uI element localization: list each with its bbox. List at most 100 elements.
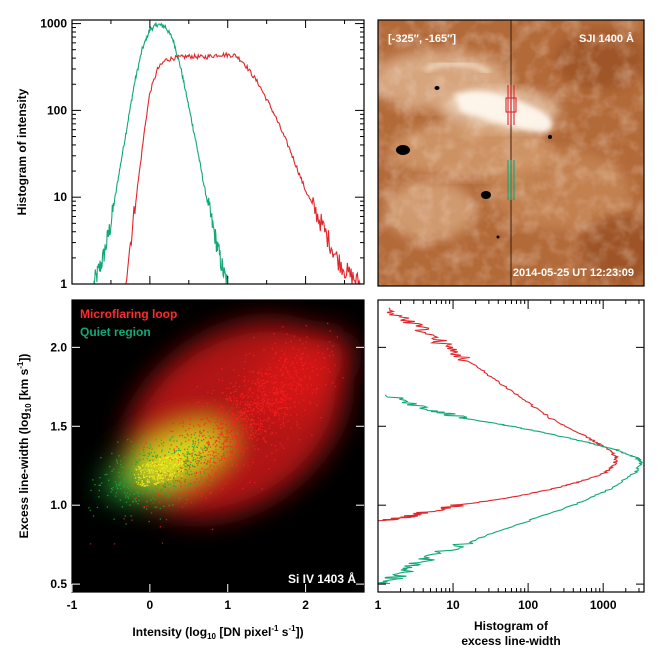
scatter-point-quiet bbox=[158, 463, 160, 466]
scatter-point-loop bbox=[187, 403, 189, 405]
scatter-point-loop bbox=[213, 462, 215, 464]
scatter-point-loop bbox=[190, 501, 192, 504]
scatter-point-loop bbox=[113, 543, 116, 545]
scatter-point-loop bbox=[221, 457, 223, 459]
scatter-point-loop bbox=[232, 421, 234, 423]
scatter-point-loop bbox=[200, 462, 202, 464]
scatter-point-loop bbox=[196, 488, 198, 490]
scatter-point-quiet bbox=[139, 468, 141, 470]
scatter-point-loop bbox=[236, 402, 238, 405]
scatter-point-loop bbox=[210, 457, 212, 459]
scatter-point-loop bbox=[285, 403, 287, 405]
scatter-point-loop bbox=[268, 418, 271, 420]
scatter-point-loop bbox=[266, 395, 268, 397]
scatter-point-quiet bbox=[206, 463, 208, 465]
scatter-point-loop bbox=[276, 394, 278, 396]
scatter-point-quiet bbox=[110, 491, 112, 493]
scatter-point-quiet bbox=[155, 470, 157, 473]
scatter-point-loop bbox=[241, 419, 243, 421]
scatter-point-loop bbox=[226, 414, 229, 416]
scatter-point-loop bbox=[282, 366, 284, 369]
scatter-point-loop bbox=[289, 387, 291, 389]
scatter-point-loop bbox=[297, 423, 299, 425]
scatter-point-loop bbox=[180, 477, 183, 479]
scatter-point-loop bbox=[230, 398, 232, 400]
scatter-point-quiet bbox=[158, 461, 160, 463]
scatter-point-quiet bbox=[124, 492, 126, 494]
scatter-point-loop bbox=[321, 352, 324, 354]
scatter-point-quiet bbox=[155, 485, 157, 488]
scatter-point-loop bbox=[242, 413, 244, 415]
scatter-point-quiet bbox=[146, 463, 148, 466]
scatter-point-quiet bbox=[220, 435, 222, 437]
scatter-point-quiet bbox=[160, 469, 162, 471]
scatter-point-loop bbox=[332, 345, 334, 347]
scatter-point-loop bbox=[189, 423, 191, 425]
scatter-point-loop bbox=[284, 399, 286, 402]
scatter-point-loop bbox=[252, 371, 254, 373]
scatter-point-loop bbox=[251, 404, 253, 406]
scatter-point-loop bbox=[226, 398, 228, 400]
scatter-point-loop bbox=[280, 357, 282, 359]
scatter-point-quiet bbox=[147, 489, 150, 491]
scatter-point-loop bbox=[226, 412, 229, 415]
scatter-point-loop bbox=[262, 398, 264, 400]
scatter-point-loop bbox=[222, 466, 225, 468]
scatter-point-loop bbox=[232, 395, 235, 398]
scatter-point-quiet bbox=[127, 471, 129, 473]
scatter-point-loop bbox=[244, 412, 247, 414]
scatter-point-loop bbox=[248, 406, 250, 409]
scatter-point-quiet bbox=[154, 466, 156, 468]
scatter-point-quiet bbox=[191, 473, 193, 475]
scatter-ylabel: Excess line-width (log10 [km s-1]) bbox=[16, 354, 33, 539]
scatter-point-quiet bbox=[124, 515, 126, 517]
scatter-point-quiet bbox=[167, 483, 169, 486]
scatter-point-quiet bbox=[150, 469, 153, 471]
scatter-point-loop bbox=[189, 482, 192, 485]
scatter-point-loop bbox=[271, 431, 273, 433]
scatter-point-loop bbox=[188, 492, 190, 494]
scatter-point-loop bbox=[217, 437, 220, 439]
scatter-point-loop bbox=[191, 454, 193, 456]
scatter-point-quiet bbox=[161, 488, 163, 490]
scatter-point-loop bbox=[257, 438, 259, 440]
scatter-point-loop bbox=[284, 390, 286, 392]
scatter-point-loop bbox=[252, 408, 254, 411]
scatter-point-loop bbox=[177, 493, 179, 495]
scatter-point-loop bbox=[257, 390, 259, 392]
scatter-point-loop bbox=[243, 380, 245, 382]
scatter-point-loop bbox=[259, 425, 261, 427]
scatter-point-quiet bbox=[156, 454, 158, 456]
scatter-point-loop bbox=[334, 364, 336, 366]
scatter-point-quiet bbox=[192, 457, 194, 459]
scatter-point-loop bbox=[211, 528, 214, 531]
scatter-point-loop bbox=[317, 345, 319, 347]
scatter-point-loop bbox=[248, 352, 251, 355]
linewidth-series-loop bbox=[378, 307, 620, 522]
scatter-point-loop bbox=[223, 453, 225, 455]
scatter-point-loop bbox=[242, 487, 244, 490]
scatter-point-loop bbox=[230, 391, 232, 394]
scatter-point-loop bbox=[302, 343, 304, 345]
scatter-point-loop bbox=[233, 400, 235, 402]
scatter-point-loop bbox=[245, 400, 247, 403]
scatter-point-quiet bbox=[186, 451, 188, 453]
scatter-point-loop bbox=[294, 401, 296, 403]
scatter-point-loop bbox=[208, 444, 211, 446]
scatter-point-loop bbox=[196, 492, 198, 494]
scatter-point-loop bbox=[276, 367, 278, 369]
scatter-point-loop bbox=[158, 471, 160, 473]
scatter-point-quiet bbox=[200, 479, 202, 481]
scatter-point-quiet bbox=[166, 472, 168, 475]
legend-quiet-region: Quiet region bbox=[80, 325, 151, 339]
scatter-point-quiet bbox=[131, 476, 134, 479]
scatter-point-quiet bbox=[149, 472, 151, 474]
scatter-point-loop bbox=[282, 385, 285, 387]
scatter-point-loop bbox=[311, 434, 313, 436]
scatter-point-loop bbox=[273, 392, 276, 394]
scatter-point-quiet bbox=[132, 451, 134, 453]
scatter-point-loop bbox=[255, 423, 258, 425]
scatter-point-loop bbox=[261, 385, 263, 387]
scatter-point-quiet bbox=[150, 460, 152, 462]
scatter-point-quiet bbox=[185, 459, 188, 461]
